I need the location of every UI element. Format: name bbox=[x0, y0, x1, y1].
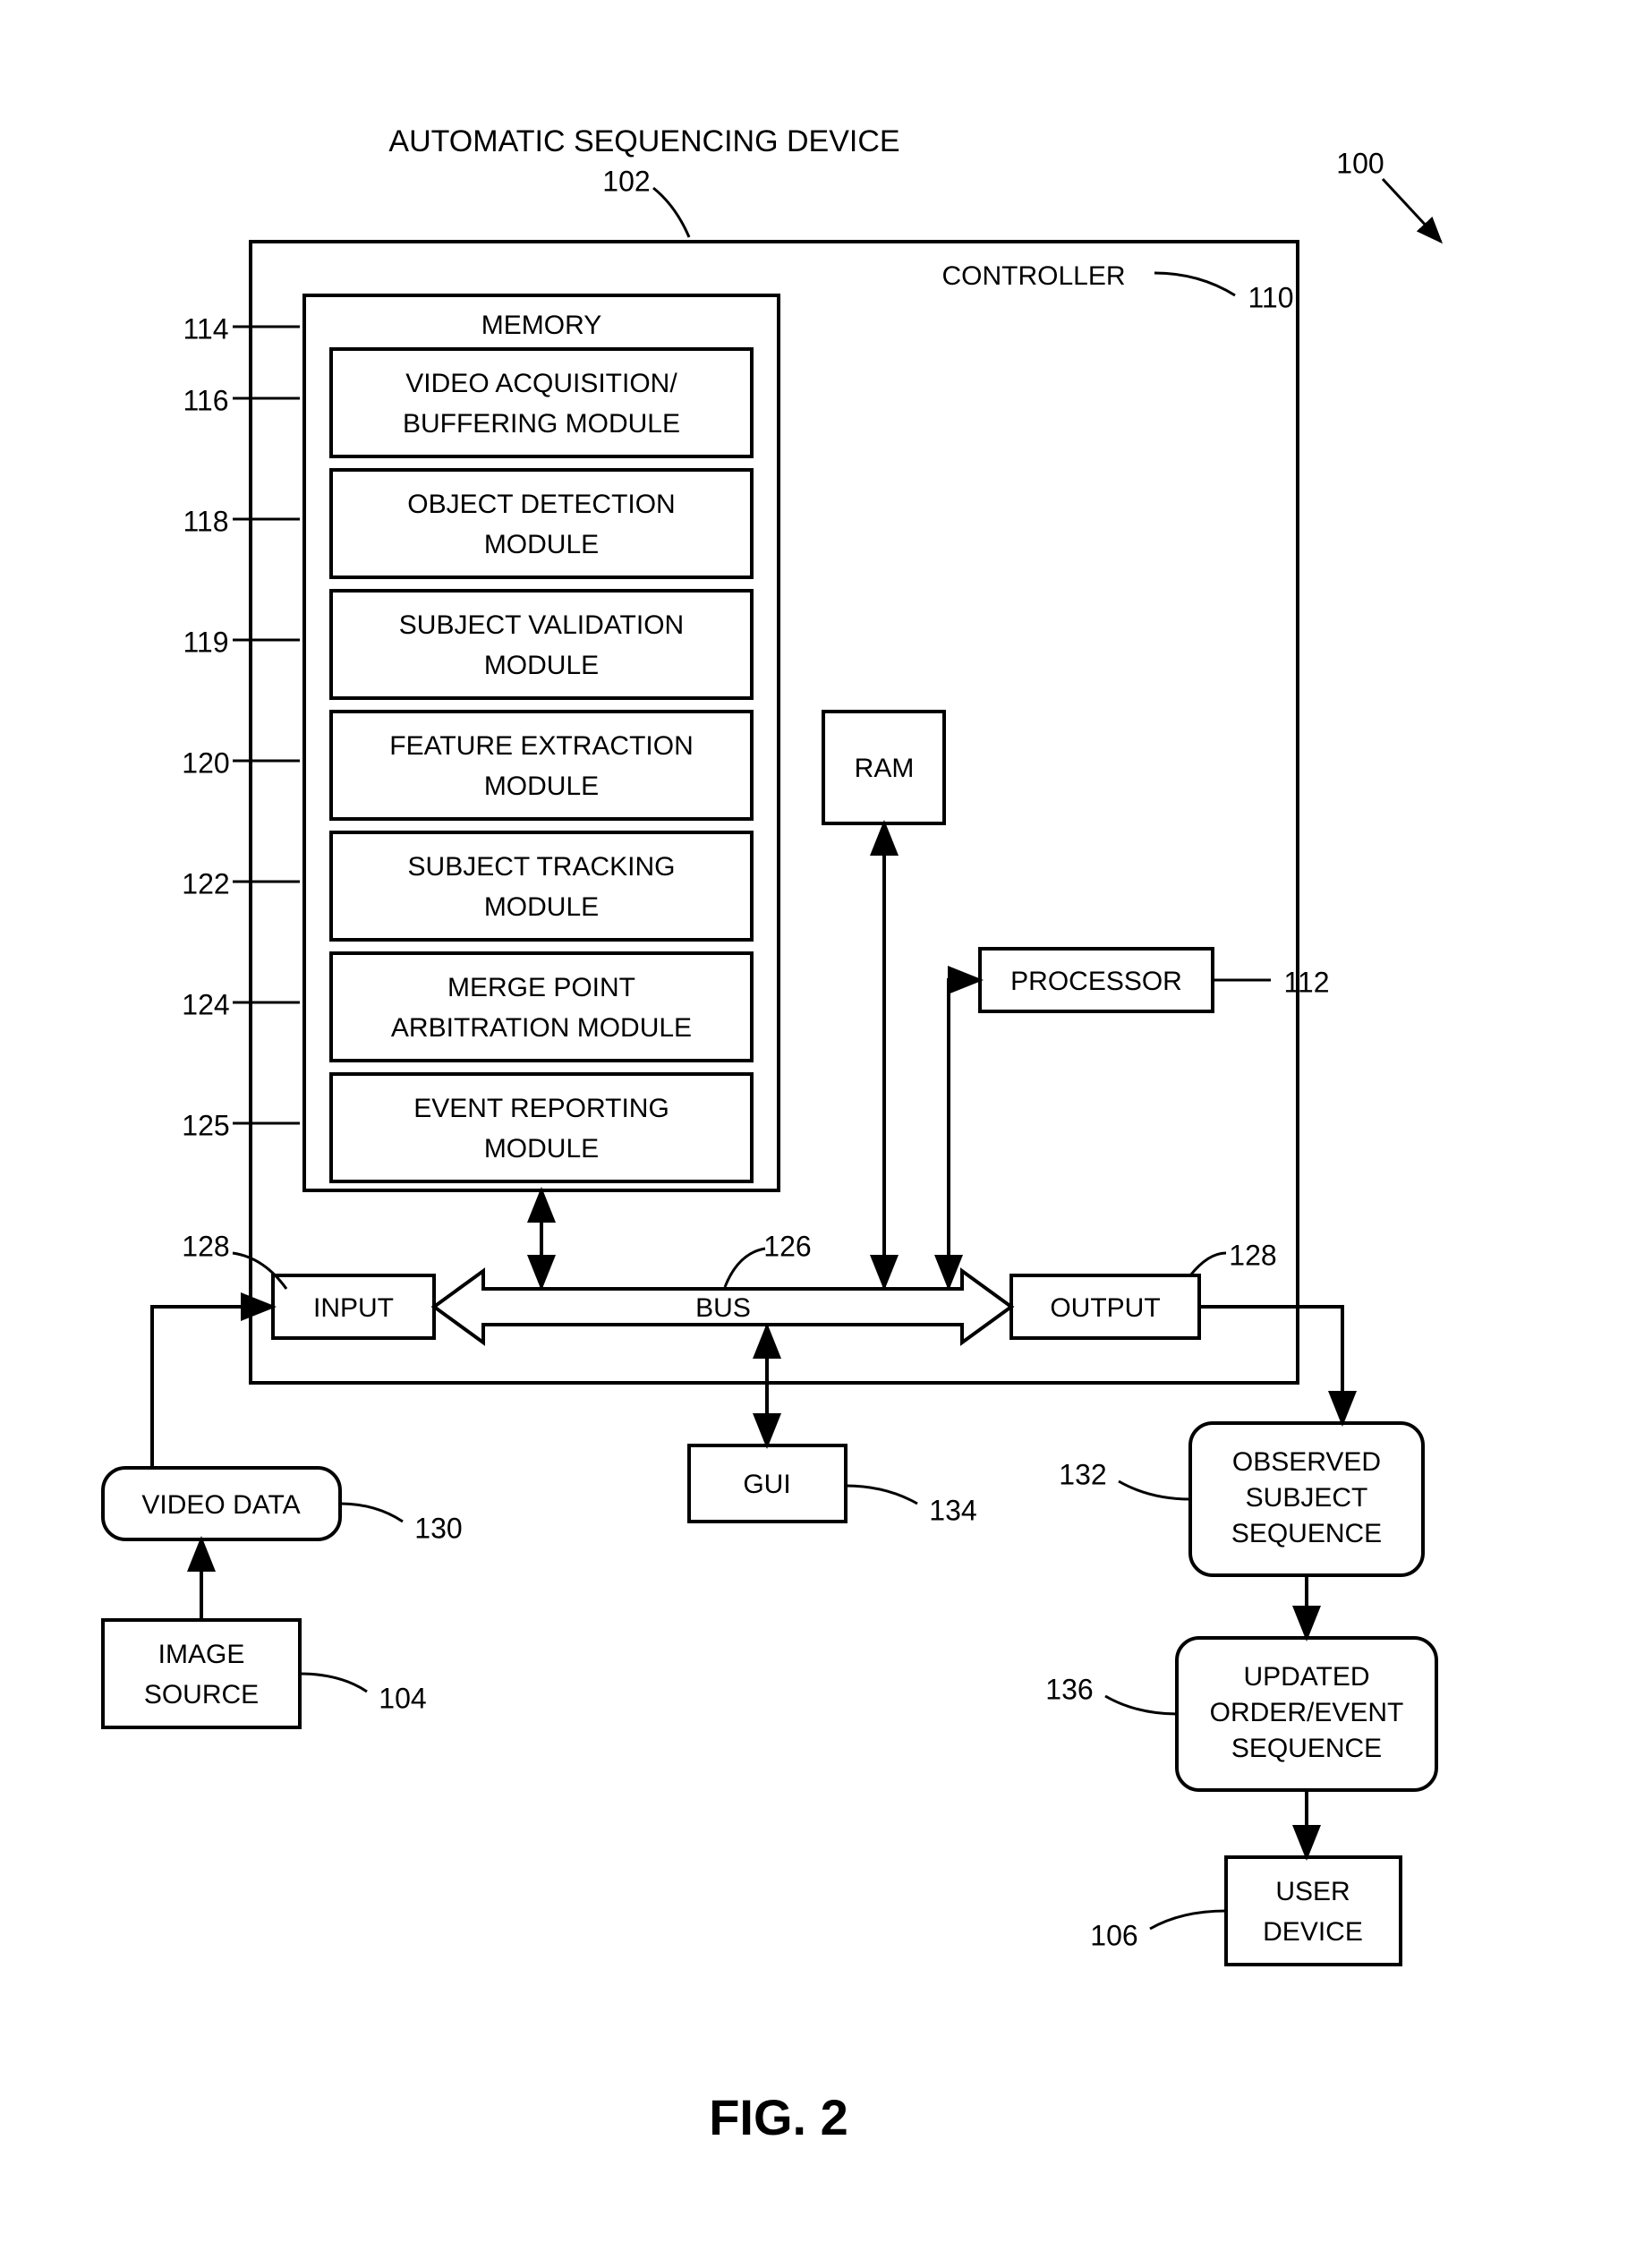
system-ref-arrow bbox=[1383, 179, 1441, 242]
user-device-ref-leader bbox=[1150, 1911, 1226, 1929]
system-ref: 100 bbox=[1336, 147, 1384, 179]
module-label-4b: MODULE bbox=[484, 892, 599, 922]
observed-label-1: OBSERVED bbox=[1232, 1447, 1381, 1477]
module-label-4a: SUBJECT TRACKING bbox=[408, 852, 676, 882]
memory-label: MEMORY bbox=[481, 311, 601, 340]
output-label: OUTPUT bbox=[1050, 1293, 1160, 1323]
module-box-2 bbox=[331, 591, 752, 698]
module-box-3 bbox=[331, 712, 752, 819]
user-device-label-1: USER bbox=[1275, 1877, 1350, 1906]
module-label-6a: EVENT REPORTING bbox=[413, 1094, 669, 1123]
module-ref-1: 118 bbox=[183, 505, 228, 537]
observed-label-3: SEQUENCE bbox=[1231, 1519, 1382, 1548]
conn-processor-bus bbox=[949, 980, 980, 1287]
module-ref-5: 124 bbox=[182, 988, 229, 1020]
updated-label-3: SEQUENCE bbox=[1231, 1734, 1382, 1763]
title-ref-leader bbox=[653, 188, 689, 237]
bus-ref-leader bbox=[725, 1249, 765, 1287]
image-source-ref-leader bbox=[300, 1674, 367, 1692]
module-box-1 bbox=[331, 470, 752, 577]
updated-label-2: ORDER/EVENT bbox=[1210, 1698, 1404, 1727]
output-ref: 128 bbox=[1229, 1239, 1276, 1271]
gui-label: GUI bbox=[743, 1470, 790, 1499]
module-ref-0: 116 bbox=[183, 384, 228, 416]
module-label-1a: OBJECT DETECTION bbox=[407, 490, 675, 519]
updated-ref-leader bbox=[1105, 1696, 1177, 1714]
input-ref: 128 bbox=[182, 1230, 229, 1262]
module-label-0a: VIDEO ACQUISITION/ bbox=[405, 369, 677, 398]
module-label-1b: MODULE bbox=[484, 530, 599, 559]
module-label-0b: BUFFERING MODULE bbox=[403, 409, 680, 439]
video-data-ref-leader bbox=[340, 1504, 403, 1522]
image-source-label-1: IMAGE bbox=[158, 1640, 245, 1669]
video-data-ref: 130 bbox=[414, 1512, 462, 1544]
input-ref-leader bbox=[233, 1253, 286, 1289]
title-text: AUTOMATIC SEQUENCING DEVICE bbox=[388, 124, 899, 158]
observed-label-2: SUBJECT bbox=[1246, 1483, 1368, 1513]
image-source-label-2: SOURCE bbox=[144, 1680, 259, 1710]
module-box-0 bbox=[331, 349, 752, 456]
module-box-5 bbox=[331, 953, 752, 1061]
module-box-6 bbox=[331, 1074, 752, 1181]
controller-label: CONTROLLER bbox=[941, 261, 1125, 291]
gui-ref: 134 bbox=[929, 1494, 976, 1526]
module-label-5a: MERGE POINT bbox=[447, 973, 635, 1002]
output-ref-leader bbox=[1190, 1253, 1226, 1275]
observed-ref-leader bbox=[1119, 1481, 1190, 1499]
diagram-svg: AUTOMATIC SEQUENCING DEVICE 102 100 CONT… bbox=[0, 0, 1627, 2268]
image-source-ref: 104 bbox=[379, 1682, 426, 1714]
module-box-4 bbox=[331, 832, 752, 940]
controller-ref: 110 bbox=[1248, 281, 1293, 313]
module-label-2a: SUBJECT VALIDATION bbox=[399, 610, 684, 640]
module-label-3a: FEATURE EXTRACTION bbox=[389, 731, 693, 761]
module-ref-4: 122 bbox=[182, 867, 229, 900]
memory-ref: 114 bbox=[183, 312, 228, 345]
bus-label: BUS bbox=[695, 1293, 751, 1323]
user-device-box bbox=[1226, 1857, 1401, 1965]
module-label-6b: MODULE bbox=[484, 1134, 599, 1164]
conn-output-observed bbox=[1199, 1307, 1342, 1423]
input-label: INPUT bbox=[313, 1293, 394, 1323]
figure-label: FIG. 2 bbox=[709, 2089, 848, 2145]
image-source-box bbox=[103, 1620, 300, 1727]
user-device-label-2: DEVICE bbox=[1263, 1917, 1363, 1947]
controller-ref-leader bbox=[1154, 273, 1235, 295]
conn-videodata-input bbox=[152, 1307, 273, 1468]
updated-ref: 136 bbox=[1045, 1673, 1093, 1705]
module-ref-6: 125 bbox=[182, 1109, 229, 1141]
user-device-ref: 106 bbox=[1090, 1919, 1137, 1951]
processor-label: PROCESSOR bbox=[1010, 967, 1182, 996]
module-ref-2: 119 bbox=[183, 626, 228, 658]
module-label-2b: MODULE bbox=[484, 651, 599, 680]
module-ref-3: 120 bbox=[182, 746, 229, 779]
title-ref: 102 bbox=[602, 165, 650, 197]
gui-ref-leader bbox=[846, 1486, 917, 1504]
ram-label: RAM bbox=[855, 754, 915, 783]
module-label-5b: ARBITRATION MODULE bbox=[391, 1013, 692, 1043]
module-label-3b: MODULE bbox=[484, 772, 599, 801]
observed-ref: 132 bbox=[1059, 1458, 1106, 1490]
processor-ref: 112 bbox=[1283, 966, 1329, 998]
bus-ref: 126 bbox=[763, 1230, 811, 1262]
updated-label-1: UPDATED bbox=[1243, 1662, 1369, 1692]
video-data-label: VIDEO DATA bbox=[141, 1490, 300, 1520]
